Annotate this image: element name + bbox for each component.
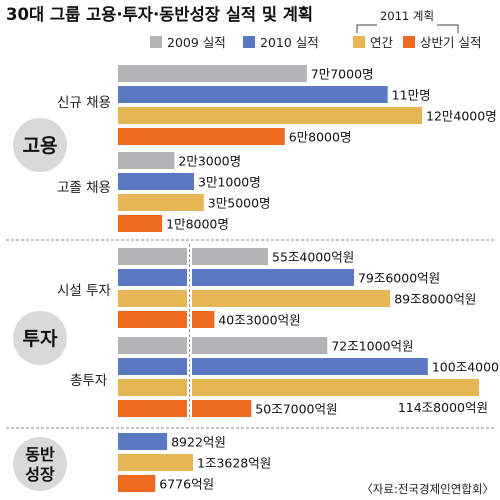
legend-swatch <box>353 36 365 48</box>
bar <box>118 248 268 265</box>
bar <box>118 379 479 396</box>
category-label-facility-investment: 시설 투자 <box>57 283 112 299</box>
bar-value-label: 50조7000억원 <box>255 402 337 417</box>
bar-value-label: 12만4000명 <box>426 109 497 124</box>
bar-value-label: 7만7000명 <box>311 67 374 82</box>
bar <box>118 290 391 307</box>
section-label-investment: 투자 <box>23 328 58 350</box>
plan-2011-label: 2011 계획 <box>380 9 434 23</box>
bar <box>118 215 163 232</box>
bar <box>118 454 193 471</box>
section-circle-employment <box>13 118 67 172</box>
bar-value-label: 1만8000명 <box>166 217 229 232</box>
axis-break-gap <box>187 399 192 418</box>
legend-label: 연간 <box>370 35 394 50</box>
category-label-new-hires: 신규 채용 <box>57 95 111 111</box>
bar <box>118 128 285 145</box>
bar <box>118 107 422 124</box>
bar-value-label: 89조8000억원 <box>394 292 476 307</box>
bar-value-label: 114조8000억원 <box>398 400 488 415</box>
bar <box>118 400 252 417</box>
bar-value-label: 100조4000억원 <box>432 360 500 375</box>
category-label-total-investment: 총투자 <box>70 373 108 389</box>
bar <box>118 475 156 492</box>
section-label-shared-growth-line2: 성장 <box>25 465 55 484</box>
category-label-highschool-hires: 고졸 채용 <box>57 180 111 196</box>
bar-value-label: 6776억원 <box>159 477 214 492</box>
bar-value-label: 1조3628억원 <box>197 456 271 471</box>
bar <box>118 86 388 103</box>
bar-value-label: 72조1000억원 <box>331 339 413 354</box>
bar-value-label: 79조6000억원 <box>358 271 440 286</box>
section-circle-shared-growth <box>13 437 67 491</box>
axis-break-gap <box>187 378 192 397</box>
legend-label: 2009 실적 <box>167 35 226 50</box>
bar <box>118 65 307 82</box>
legend-swatch <box>243 36 255 48</box>
section-circle-investment <box>13 311 67 365</box>
bar-value-label: 3만1000명 <box>198 175 261 190</box>
bar-value-label: 40조3000억원 <box>218 313 300 328</box>
section-label-shared-growth-line1: 동반 <box>25 445 55 464</box>
legend-label: 2010 실적 <box>260 35 319 50</box>
bar-value-label: 8922억원 <box>171 435 226 450</box>
bar-value-label: 55조4000억원 <box>272 250 354 265</box>
bar <box>118 152 175 169</box>
axis-break-gap <box>187 268 192 287</box>
bar <box>118 358 428 375</box>
section-label-employment: 고용 <box>23 135 58 157</box>
bar <box>118 311 215 328</box>
bar-value-label: 3만5000명 <box>208 196 271 211</box>
bar-value-label: 2만3000명 <box>178 154 241 169</box>
legend-swatch <box>403 36 415 48</box>
source-note: 〈자료:전국경제인연합회〉 <box>361 482 494 496</box>
plan-2011-label-bg <box>377 8 437 26</box>
bars-group: 7만7000명 11만명 12만4000명 6만8000명 2만3000명 3만1000명… <box>118 65 500 492</box>
bar <box>118 433 168 450</box>
bar-value-label: 11만명 <box>392 88 431 103</box>
legend-swatch <box>150 36 162 48</box>
legend: 2009 실적 2010 실적 연간 상반기 실적 <box>150 35 481 50</box>
bar <box>118 269 354 286</box>
bar-value-label: 6만8000명 <box>289 130 352 145</box>
chart-title: 30대 그룹 고용·투자·동반성장 실적 및 계획 <box>6 5 313 24</box>
legend-label: 상반기 실적 <box>420 35 481 50</box>
axis-break-gap <box>187 289 192 308</box>
bar <box>118 173 194 190</box>
bar <box>118 194 204 211</box>
bar <box>118 337 328 354</box>
plan-2011-bracket <box>356 24 459 33</box>
